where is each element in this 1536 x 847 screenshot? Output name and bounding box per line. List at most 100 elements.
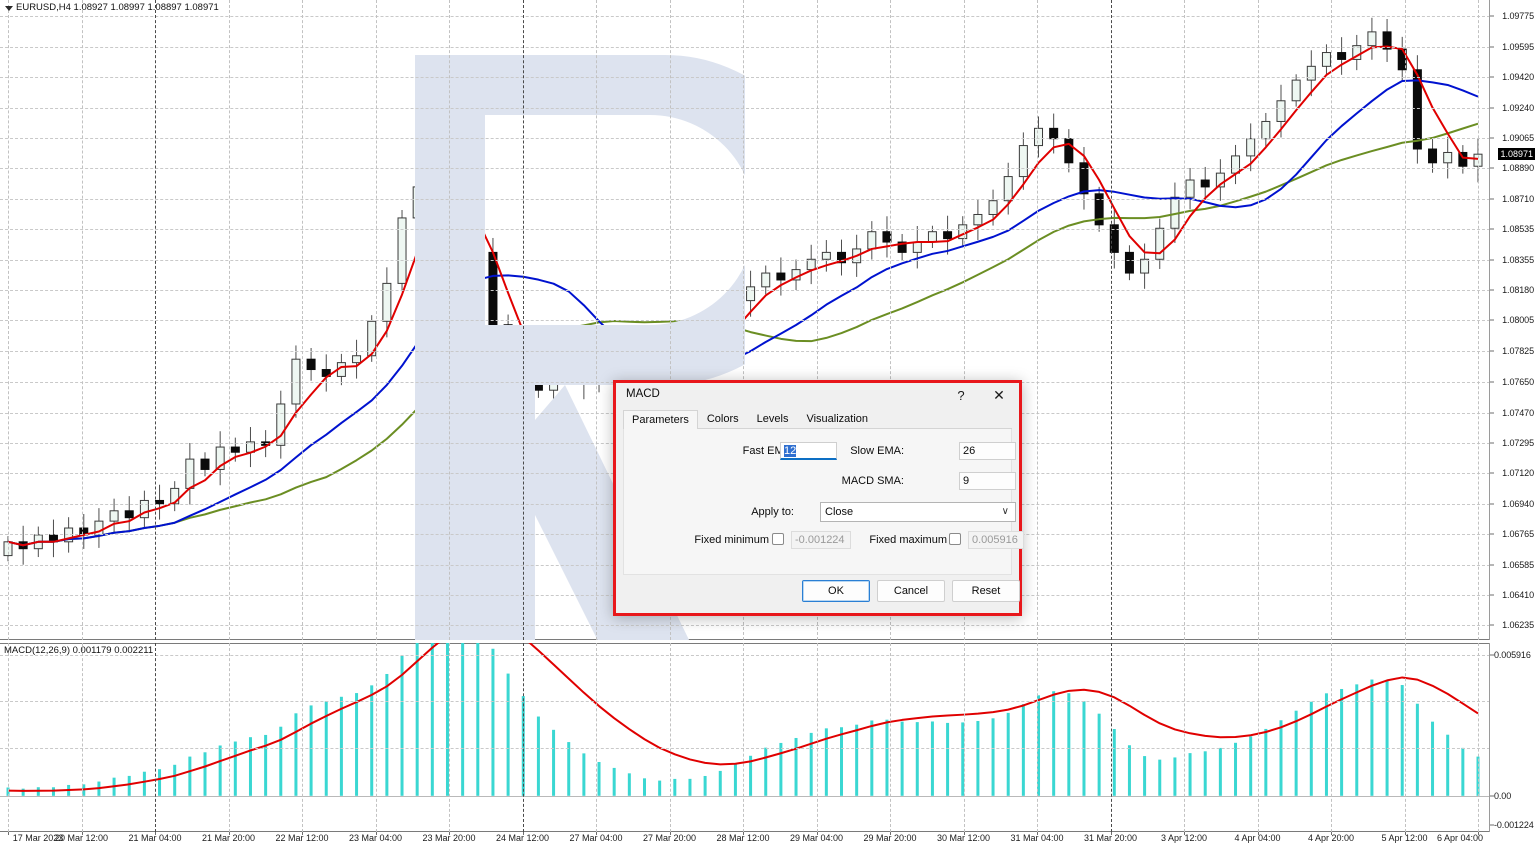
macd-histogram-bar (309, 705, 313, 796)
reset-button[interactable]: Reset (952, 580, 1020, 602)
macd-histogram-bar (961, 722, 965, 796)
dialog-tabstrip[interactable]: Parameters Colors Levels Visualization (623, 408, 1012, 429)
macd-histogram-bar (1127, 745, 1131, 796)
time-gridline (963, 643, 965, 832)
time-gridline (1257, 643, 1259, 832)
chart-symbol-label: EURUSD,H4 1.08927 1.08997 1.08897 1.0897… (16, 2, 219, 13)
candlestick (837, 239, 847, 276)
candlestick (155, 484, 165, 520)
tab-levels[interactable]: Levels (756, 413, 789, 425)
close-icon[interactable]: ✕ (993, 386, 1005, 403)
price-axis-label: 1.07470 (1502, 407, 1534, 418)
candlestick (1034, 116, 1044, 158)
time-axis-tick (1478, 832, 1479, 835)
time-gridline (81, 0, 83, 640)
price-axis-tick (1490, 472, 1494, 474)
candlestick (321, 354, 331, 392)
price-gridline (0, 167, 1490, 169)
time-axis-tick (375, 832, 377, 835)
time-gridline (302, 643, 303, 832)
fixed-minimum-input[interactable]: -0.001224 (791, 531, 851, 549)
macd-histogram-bar (582, 753, 586, 796)
time-axis-tick (155, 832, 156, 835)
candlestick (412, 171, 422, 234)
tab-colors[interactable]: Colors (706, 413, 739, 425)
fixed-maximum-checkbox[interactable] (949, 533, 961, 545)
cancel-button[interactable]: Cancel (877, 580, 945, 602)
candlestick (1261, 112, 1271, 148)
macd-histogram-bar (294, 713, 298, 796)
help-icon[interactable]: ? (957, 387, 965, 403)
macd-gridline (0, 654, 1490, 656)
macd-histogram-bar (1461, 747, 1465, 796)
price-axis-label: 1.07295 (1502, 437, 1534, 448)
slow-ema-label: Slow EMA: (850, 445, 904, 457)
time-gridline (1110, 0, 1112, 640)
macd-histogram-bar (885, 719, 889, 796)
time-axis-label: 31 Mar 04:00 (1010, 833, 1064, 843)
dialog-titlebar[interactable]: MACD ? ✕ (616, 383, 1019, 408)
candlestick (94, 508, 104, 548)
macd-histogram-bar (764, 747, 768, 796)
candlestick (1018, 132, 1028, 190)
macd-histogram-bar (370, 685, 374, 796)
tab-visualization[interactable]: Visualization (806, 413, 869, 425)
candlestick (1155, 218, 1165, 269)
pane-divider (0, 639, 1536, 640)
price-axis-tick (1490, 594, 1494, 596)
macd-sma-input[interactable]: 9 (959, 472, 1016, 490)
macd-plot-area[interactable] (0, 643, 1490, 832)
price-axis-tick (1490, 412, 1494, 414)
time-gridline (522, 0, 524, 640)
triangle-down-icon[interactable] (5, 6, 13, 11)
fixed-maximum-input[interactable]: 0.005916 (968, 531, 1024, 549)
macd-histogram-bar (218, 745, 222, 796)
time-gridline (963, 0, 965, 640)
macd-settings-dialog[interactable]: MACD ? ✕ Parameters Colors Levels Visual… (613, 380, 1024, 616)
macd-histogram-bar (1279, 720, 1283, 796)
macd-pane-top-border (0, 643, 1536, 644)
macd-histogram-bar (976, 721, 980, 796)
candlestick (1124, 245, 1134, 281)
time-gridline (302, 0, 303, 640)
tab-parameters[interactable]: Parameters (623, 410, 698, 429)
candlestick (533, 372, 543, 398)
apply-to-select[interactable]: Close ∨ (820, 502, 1016, 522)
macd-histogram-bar (900, 721, 904, 796)
price-axis-label: 1.09240 (1502, 102, 1534, 113)
slow-ema-input[interactable]: 26 (959, 442, 1016, 460)
time-axis-label: 17 Mar 2023 (12, 833, 64, 843)
macd-axis-label: -0.001224 (1494, 819, 1534, 830)
price-axis-label: 1.08355 (1502, 255, 1534, 266)
price-gridline (0, 198, 1490, 200)
macd-histogram-bar (1324, 693, 1328, 796)
price-axis-tick (1490, 76, 1494, 78)
ok-button[interactable]: OK (802, 580, 870, 602)
time-axis-tick (596, 832, 597, 835)
candlestick (1185, 168, 1195, 210)
price-axis-tick (1490, 198, 1494, 200)
candlestick (776, 257, 786, 296)
macd-histogram-bar (21, 788, 25, 796)
time-gridline (1478, 643, 1479, 832)
time-gridline (228, 643, 230, 832)
price-axis[interactable]: 1.09775 1.09595 1.09420 1.09240 1.09065 1.088… (1489, 0, 1536, 640)
time-axis-label: 31 Mar 20:00 (1083, 833, 1138, 843)
fixed-minimum-checkbox[interactable] (772, 533, 784, 545)
macd-histogram-bar (642, 778, 646, 796)
time-axis-label: 29 Mar 04:00 (789, 833, 844, 843)
time-gridline (375, 643, 377, 832)
time-axis-label: 4 Apr 04:00 (1234, 833, 1281, 843)
macd-histogram-bar (264, 734, 268, 796)
candlestick (382, 267, 392, 338)
macd-axis[interactable]: 0.005916 0.00 -0.001224 (1489, 643, 1536, 832)
macd-histogram-bar (203, 752, 207, 796)
macd-indicator-pane[interactable]: MACD(12,26,9) 0.001179 0.002211 0.005916… (0, 643, 1536, 832)
candlestick (276, 390, 286, 459)
time-gridline (1478, 0, 1479, 640)
parameters-panel: Fast EMA: 12 Slow EMA: 26 MACD SMA: 9 Ap… (623, 429, 1024, 575)
time-axis-tick (1404, 832, 1406, 835)
fast-ema-input[interactable]: 12 (780, 442, 837, 460)
price-axis-tick (1490, 107, 1494, 109)
candlestick (730, 294, 740, 328)
